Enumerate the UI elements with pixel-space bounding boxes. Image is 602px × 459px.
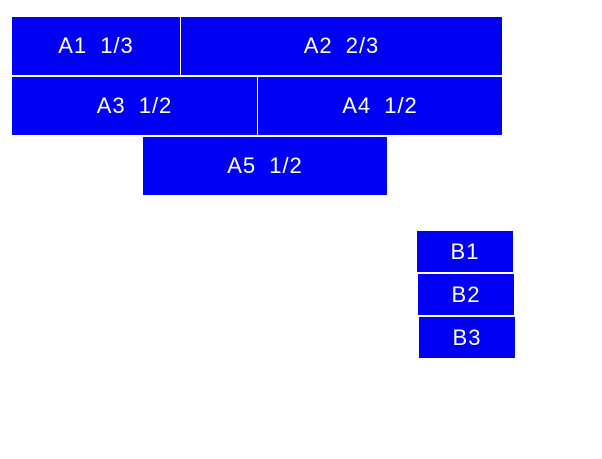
box-b1: B1 <box>417 231 513 272</box>
box-a1: A1 1/3 <box>12 17 180 75</box>
box-b2: B2 <box>418 274 514 315</box>
box-a4: A4 1/2 <box>258 77 502 135</box>
box-a5: A5 1/2 <box>143 137 387 195</box>
box-a2: A2 2/3 <box>181 17 502 75</box>
box-a3: A3 1/2 <box>12 77 257 135</box>
box-b3: B3 <box>419 317 515 358</box>
